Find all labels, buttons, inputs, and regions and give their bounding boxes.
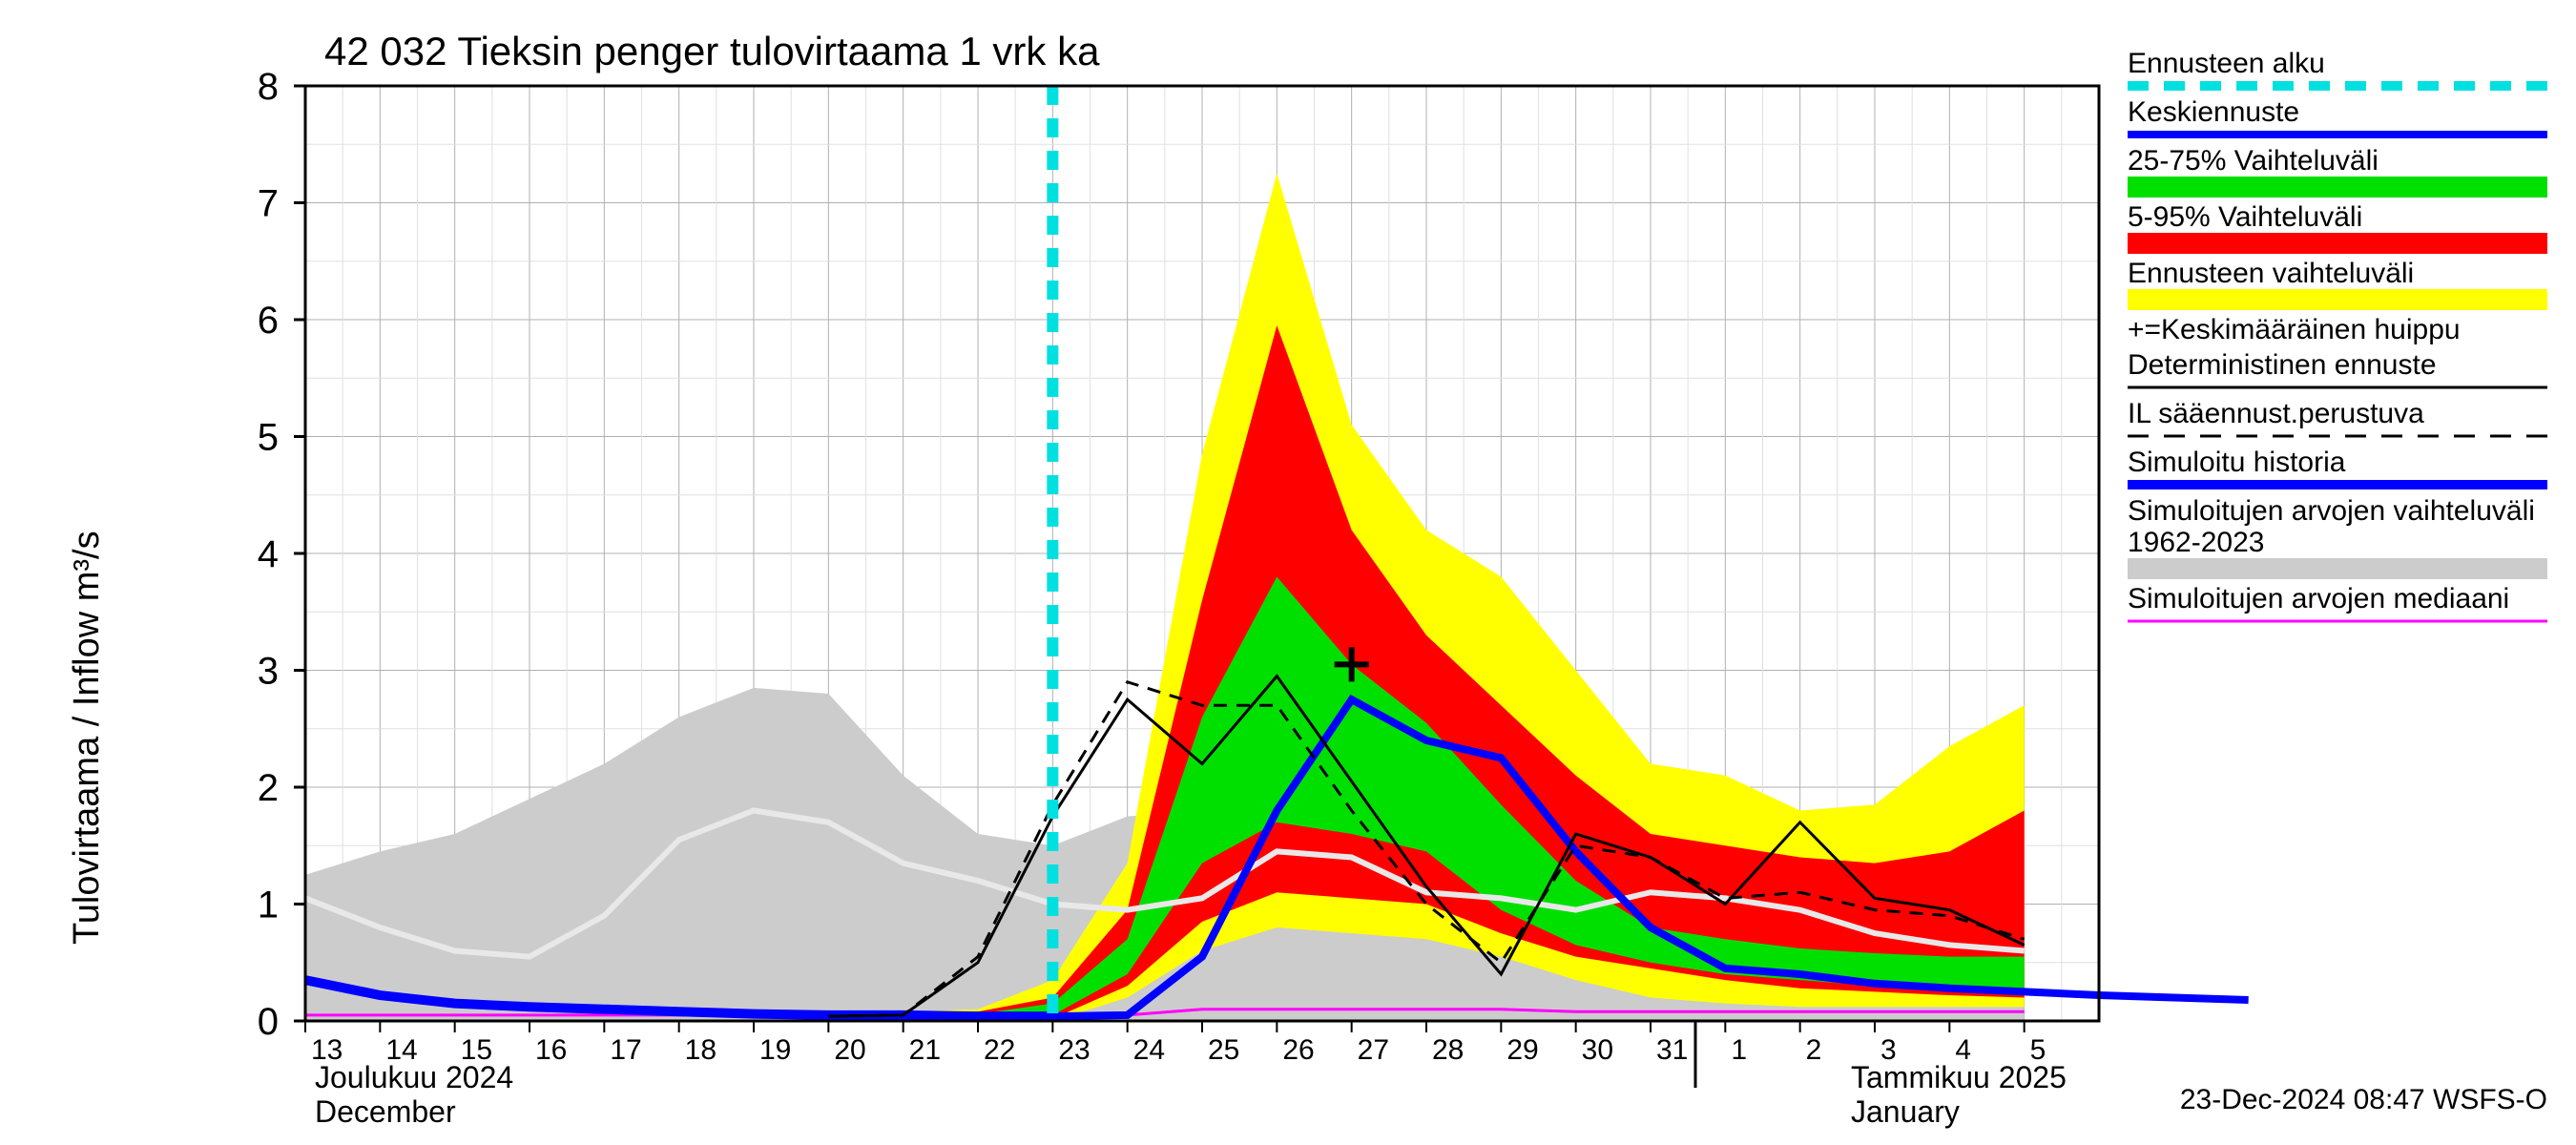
legend-label: 25-75% Vaihteluväli [2128, 145, 2547, 177]
legend-item: Ennusteen alku [2128, 48, 2547, 93]
svg-text:21: 21 [909, 1034, 941, 1066]
legend-item: Simuloitu historia [2128, 447, 2547, 491]
timestamp: 23-Dec-2024 08:47 WSFS-O [2180, 1084, 2547, 1116]
svg-text:29: 29 [1506, 1034, 1538, 1066]
svg-text:30: 30 [1582, 1034, 1613, 1066]
month-label-left-1: Joulukuu 2024 [315, 1061, 513, 1094]
chart-title: 42 032 Tieksin penger tulovirtaama 1 vrk… [324, 29, 1099, 74]
svg-text:4: 4 [258, 533, 279, 575]
svg-text:23: 23 [1058, 1034, 1090, 1066]
svg-text:22: 22 [984, 1034, 1015, 1066]
legend-label: IL sääennust.perustuva [2128, 398, 2547, 429]
legend-label: Simuloitu historia [2128, 447, 2547, 478]
svg-text:2: 2 [1806, 1034, 1822, 1066]
month-label-right-1: Tammikuu 2025 [1851, 1061, 2067, 1094]
legend-item: 25-75% Vaihteluväli [2128, 145, 2547, 198]
legend-label: Keskiennuste [2128, 96, 2547, 128]
legend-item: 5-95% Vaihteluväli [2128, 201, 2547, 254]
svg-text:20: 20 [834, 1034, 865, 1066]
legend-item: Deterministinen ennuste [2128, 349, 2547, 394]
legend-label: Ennusteen vaihteluväli [2128, 258, 2547, 289]
legend-label: Simuloitujen arvojen mediaani [2128, 583, 2547, 614]
svg-text:16: 16 [535, 1034, 567, 1066]
month-label-left-2: December [315, 1095, 456, 1129]
svg-text:31: 31 [1656, 1034, 1688, 1066]
legend-item: +=Keskimääräinen huippu [2128, 314, 2547, 345]
svg-text:17: 17 [610, 1034, 641, 1066]
legend-label: Deterministinen ennuste [2128, 349, 2547, 381]
svg-text:24: 24 [1133, 1034, 1165, 1066]
svg-text:1: 1 [1731, 1034, 1747, 1066]
svg-text:25: 25 [1208, 1034, 1239, 1066]
chart-container: 0123456781314151617181920212223242526272… [0, 0, 2576, 1145]
y-axis-label: Tulovirtaama / Inflow m³/s [67, 531, 108, 945]
svg-text:27: 27 [1358, 1034, 1389, 1066]
legend-item: IL sääennust.perustuva [2128, 398, 2547, 443]
svg-text:0: 0 [258, 1001, 279, 1043]
svg-text:6: 6 [258, 300, 279, 342]
legend-item: Ennusteen vaihteluväli [2128, 258, 2547, 310]
svg-text:3: 3 [258, 651, 279, 693]
legend-item: Keskiennuste [2128, 96, 2547, 141]
svg-text:5: 5 [258, 417, 279, 459]
legend-item: Simuloitujen arvojen mediaani [2128, 583, 2547, 628]
legend-label: 5-95% Vaihteluväli [2128, 201, 2547, 233]
legend-label: Ennusteen alku [2128, 48, 2547, 79]
svg-text:2: 2 [258, 767, 279, 809]
svg-text:28: 28 [1432, 1034, 1464, 1066]
svg-text:7: 7 [258, 183, 279, 225]
legend-label: Simuloitujen arvojen vaihteluväli 1962-2… [2128, 495, 2547, 558]
svg-text:8: 8 [258, 66, 279, 108]
legend-label: +=Keskimääräinen huippu [2128, 314, 2547, 345]
month-label-right-2: January [1851, 1095, 1960, 1129]
legend-item: Simuloitujen arvojen vaihteluväli 1962-2… [2128, 495, 2547, 579]
svg-text:18: 18 [685, 1034, 717, 1066]
svg-text:26: 26 [1282, 1034, 1314, 1066]
svg-text:1: 1 [258, 885, 279, 926]
svg-text:19: 19 [759, 1034, 791, 1066]
legend: Ennusteen alku Keskiennuste 25-75% Vaihtel… [2128, 48, 2547, 632]
